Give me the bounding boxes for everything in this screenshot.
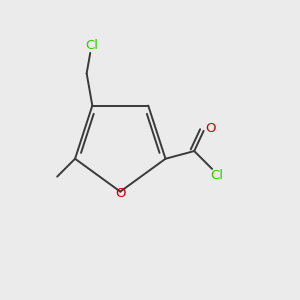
Text: Cl: Cl [85, 39, 98, 52]
Text: Cl: Cl [210, 169, 223, 182]
Text: O: O [205, 122, 215, 135]
Text: O: O [115, 188, 125, 200]
